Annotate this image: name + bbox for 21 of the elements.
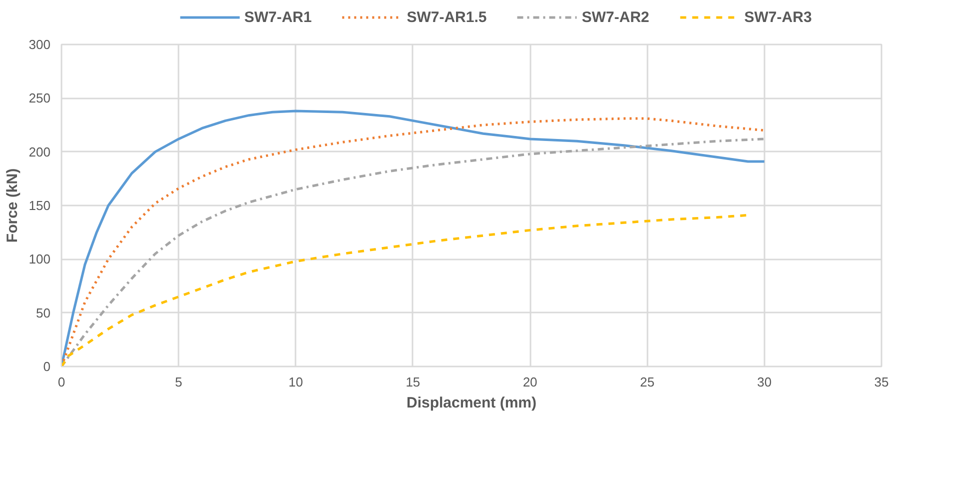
y-tick-label: 100 (28, 252, 51, 267)
x-axis-title: Displacment (mm) (406, 394, 537, 412)
x-tick-label: 20 (522, 374, 538, 390)
x-tick-label: 30 (757, 374, 772, 390)
x-tick-label: 15 (406, 374, 420, 390)
legend-label: SW7-AR1 (244, 8, 312, 26)
y-tick-label: 0 (43, 359, 51, 374)
y-axis-title: Force (kN) (4, 168, 21, 243)
legend-label: SW7-AR1.5 (406, 8, 487, 26)
x-tick-label: 25 (640, 374, 654, 390)
y-tick-label: 150 (28, 198, 51, 213)
y-tick-label: 300 (28, 37, 51, 52)
x-tick-label: 10 (288, 374, 304, 390)
y-tick-label: 200 (28, 144, 51, 160)
legend-label: SW7-AR2 (582, 8, 650, 26)
x-tick-label: 5 (175, 374, 182, 390)
x-tick-label: 0 (58, 374, 66, 390)
y-tick-label: 50 (36, 305, 51, 320)
y-tick-label: 250 (28, 90, 51, 106)
x-tick-label: 35 (874, 374, 889, 390)
legend-label: SW7-AR3 (744, 8, 812, 26)
